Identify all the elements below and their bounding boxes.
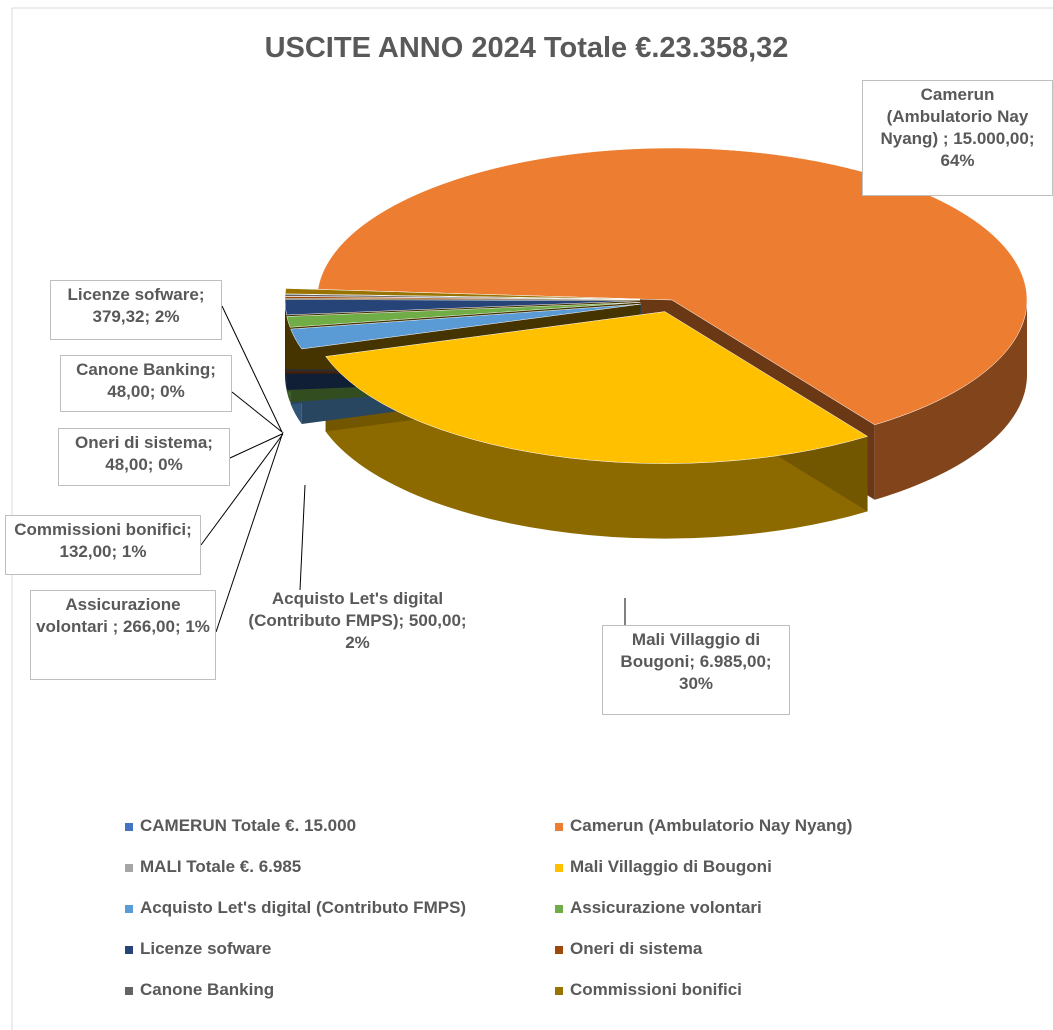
slice <box>284 288 641 300</box>
legend-label: Acquisto Let's digital (Contributo FMPS) <box>140 898 467 917</box>
legend-marker <box>555 946 563 954</box>
legend-marker <box>125 905 133 913</box>
legend-marker <box>555 905 563 913</box>
legend-label: CAMERUN Totale €. 15.000 <box>140 816 357 835</box>
legend-marker <box>555 823 563 831</box>
leader-line <box>215 431 284 633</box>
legend-label: Licenze sofware <box>140 939 272 958</box>
legend-label: Canone Banking <box>140 980 275 999</box>
leader-line <box>231 391 283 433</box>
legend-label: Mali Villaggio di Bougoni <box>570 857 772 876</box>
data-label: Canone Banking; 48,00; 0% <box>60 355 232 412</box>
slice <box>286 302 641 328</box>
data-label: Oneri di sistema; 48,00; 0% <box>58 428 230 486</box>
slice <box>284 294 641 300</box>
slice <box>325 311 869 464</box>
legend-marker <box>555 864 563 872</box>
legend-label: Assicurazione volontari <box>570 898 762 917</box>
data-label: Acquisto Let's digital (Contributo FMPS)… <box>248 589 467 652</box>
slice <box>290 303 641 350</box>
legend-label: MALI Totale €. 6.985 <box>140 857 302 876</box>
legend-marker <box>125 987 133 995</box>
slice-side <box>325 356 868 539</box>
slice-side <box>874 300 1027 500</box>
slice <box>284 299 641 316</box>
data-label: Assicurazione volontari ; 266,00; 1% <box>30 590 216 680</box>
legend-marker <box>125 946 133 954</box>
data-label: Commissioni bonifici; 132,00; 1% <box>5 515 201 575</box>
legend-marker <box>555 987 563 995</box>
legend-marker <box>125 864 133 872</box>
data-label: Mali Villaggio di Bougoni; 6.985,00; 30% <box>602 625 790 715</box>
data-label: Licenze sofware; 379,32; 2% <box>50 280 222 340</box>
data-label: Camerun (Ambulatorio Nay Nyang) ; 15.000… <box>862 80 1053 196</box>
legend-label: Camerun (Ambulatorio Nay Nyang) <box>570 816 853 835</box>
legend-label: Commissioni bonifici <box>570 980 742 999</box>
legend-label: Oneri di sistema <box>570 939 703 958</box>
leader-line <box>299 484 306 591</box>
leader-line <box>200 433 284 546</box>
leader-line <box>229 433 283 459</box>
chart-title: USCITE ANNO 2024 Totale €.23.358,32 <box>264 32 789 64</box>
slice <box>317 147 1028 426</box>
legend-marker <box>125 823 133 831</box>
leader-line <box>221 305 283 433</box>
